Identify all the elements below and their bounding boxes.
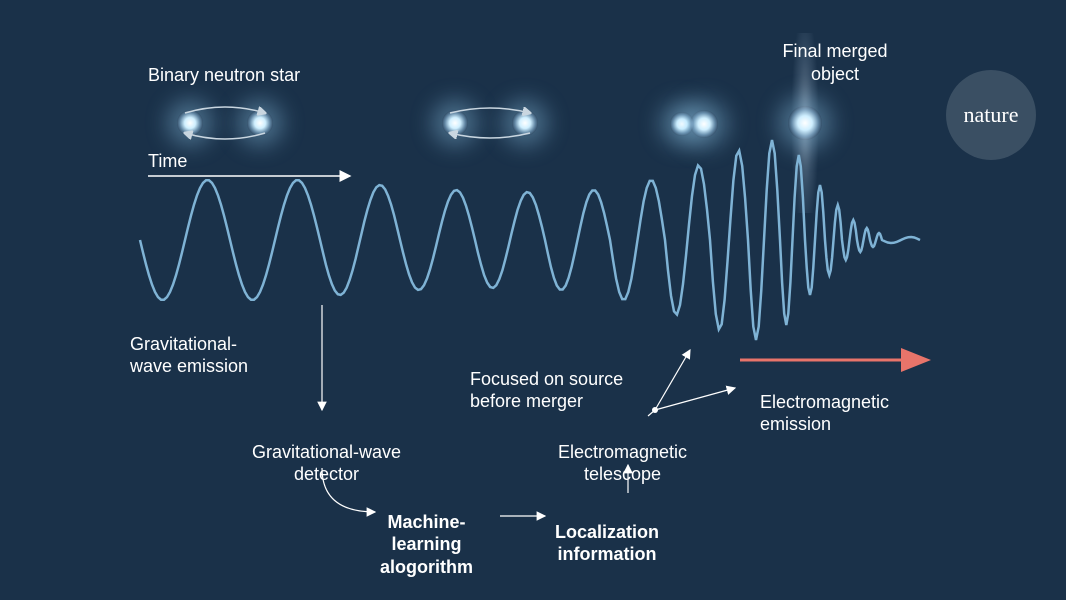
arrow-stem-icon [648, 410, 655, 416]
arrow-split-icon [655, 350, 690, 410]
diagram-svg [0, 0, 1066, 600]
arrow-split-icon [655, 388, 735, 410]
gravitational-wave-chirp [140, 140, 920, 340]
arrow-curve-icon [322, 468, 375, 512]
